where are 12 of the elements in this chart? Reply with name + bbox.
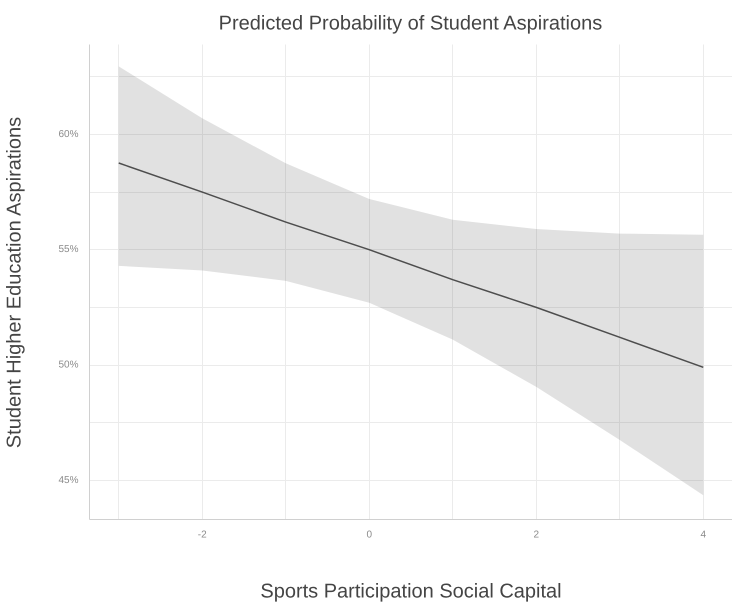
line-series	[118, 162, 704, 368]
x-axis-title: Sports Participation Social Capital	[260, 580, 562, 602]
y-tick-label: 55%	[58, 244, 79, 256]
x-tick-label: 0	[366, 530, 372, 540]
y-tick-label: 60%	[58, 128, 79, 140]
y-tick-label: 50%	[58, 360, 79, 371]
chart-title: Predicted Probability of Student Aspirations	[218, 12, 602, 34]
y-axis-title: Student Higher Education Aspirations	[3, 116, 26, 448]
y-tick-label: 45%	[58, 474, 79, 486]
x-tick-label: -2	[198, 530, 208, 540]
x-tick-label: 4	[700, 530, 706, 540]
x-tick-label: 2	[533, 530, 540, 540]
